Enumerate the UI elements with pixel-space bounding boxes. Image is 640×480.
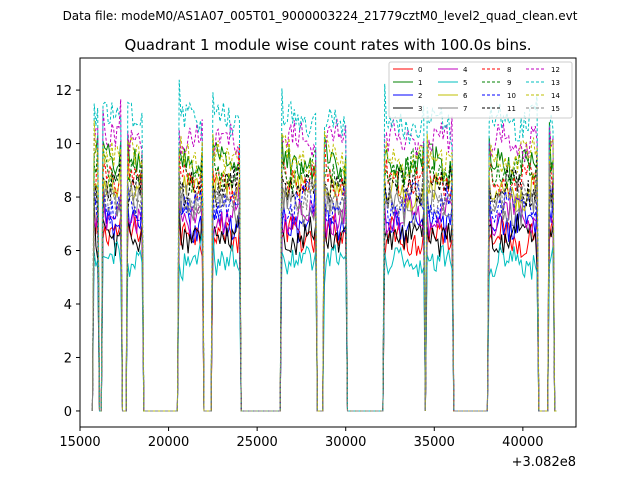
legend-box [388, 61, 573, 119]
series-layer [91, 79, 557, 412]
x-tick-label: 40000 [502, 435, 543, 450]
x-tick-label: 15000 [59, 435, 100, 450]
legend-label-0: 0 [418, 66, 422, 74]
legend-label-7: 7 [463, 105, 467, 113]
x-tick-label: 20000 [148, 435, 189, 450]
y-tick-label: 8 [64, 191, 72, 206]
legend-label-8: 8 [507, 66, 511, 74]
x-tick-label: 30000 [325, 435, 366, 450]
legend-label-4: 4 [463, 66, 468, 74]
legend-label-14: 14 [551, 92, 560, 100]
x-offset-label: +3.082e8 [512, 455, 576, 470]
legend-label-12: 12 [551, 66, 560, 74]
x-axis: 15000 20000 25000 30000 35000 40000 [59, 427, 544, 450]
legend-label-6: 6 [463, 92, 468, 100]
legend-label-5: 5 [463, 79, 467, 87]
legend-label-11: 11 [507, 105, 516, 113]
series-line-15 [91, 164, 557, 412]
legend-label-2: 2 [418, 92, 422, 100]
y-tick-label: 6 [64, 245, 72, 260]
legend-label-3: 3 [418, 105, 422, 113]
legend-label-9: 9 [507, 79, 511, 87]
legend-label-1: 1 [418, 79, 422, 87]
y-tick-label: 10 [55, 138, 72, 153]
x-tick-label: 35000 [414, 435, 455, 450]
legend-label-10: 10 [507, 92, 516, 100]
y-tick-label: 4 [64, 298, 72, 313]
legend-label-13: 13 [551, 79, 560, 87]
legend-label-15: 15 [551, 105, 560, 113]
y-axis: 0 2 4 6 8 10 12 [55, 84, 80, 420]
y-tick-label: 0 [64, 405, 72, 420]
y-tick-label: 2 [64, 351, 72, 366]
x-tick-label: 25000 [236, 435, 277, 450]
plot-frame [79, 57, 577, 428]
chart-title: Quadrant 1 module wise count rates with … [124, 36, 531, 54]
chart-suptitle: Data file: modeM0/AS1A07_005T01_90000032… [63, 9, 578, 23]
y-tick-label: 12 [55, 84, 72, 99]
